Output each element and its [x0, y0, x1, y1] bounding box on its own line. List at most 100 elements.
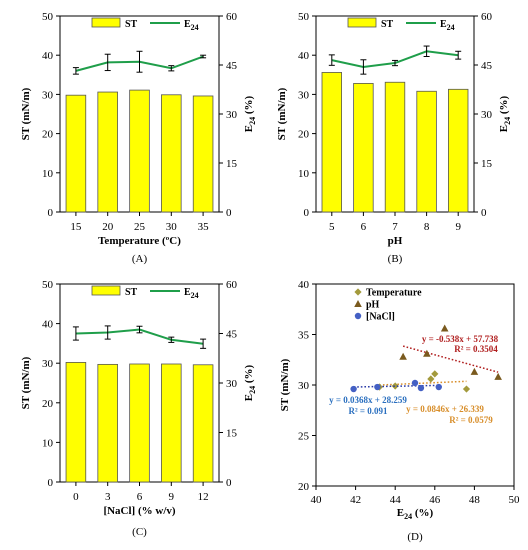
y-tick-label: 50 — [42, 11, 54, 23]
x-tick-label: 15 — [70, 221, 82, 233]
x-axis-title: E24 (%) — [397, 507, 434, 521]
scatter-point — [423, 349, 431, 357]
y-axis-title: ST (mN/m) — [276, 87, 288, 140]
scatter-point — [399, 352, 407, 360]
panel-caption: (B) — [388, 253, 403, 265]
scatter-point — [417, 384, 425, 392]
scatter-point — [374, 383, 381, 391]
y2-tick-label: 0 — [481, 207, 487, 219]
scatter-point — [350, 385, 357, 393]
st-bar — [321, 72, 342, 213]
legend-label: [NaCl] — [366, 312, 395, 323]
x-tick-label: 46 — [429, 494, 441, 506]
y-tick-label: 50 — [298, 11, 310, 23]
scatter-point — [411, 379, 419, 387]
scatter-point — [470, 367, 479, 375]
x-tick-label: 30 — [166, 221, 178, 233]
panel-b: 0 10 20 30 40 50 0 15 30 45 60 5 6 7 8 9 ST E24 pH ST (mN/m… — [276, 11, 512, 265]
y-tick-label: 10 — [298, 168, 310, 180]
y2-tick-label: 30 — [481, 109, 493, 121]
x-tick-label: 0 — [73, 491, 79, 503]
y-tick-label: 30 — [298, 380, 310, 392]
x-tick-label: 3 — [105, 491, 111, 503]
legend-st-swatch — [91, 17, 121, 28]
y-tick-label: 35 — [298, 330, 310, 342]
y-tick-label: 25 — [298, 431, 310, 443]
st-bar — [65, 94, 87, 213]
st-bar — [448, 88, 469, 213]
legend-st-swatch — [91, 285, 121, 296]
x-tick-label: 25 — [134, 221, 146, 233]
y2-tick-label: 45 — [481, 60, 493, 72]
y-tick-label: 20 — [298, 129, 310, 141]
y-tick-label: 30 — [298, 89, 310, 101]
trendline-temperature — [379, 380, 467, 386]
trend-r2: R² = 0.091 — [348, 406, 388, 416]
scatter-point — [494, 372, 502, 380]
x-tick-label: 50 — [509, 494, 521, 506]
st-bar — [97, 91, 118, 213]
y-tick-label: 0 — [48, 207, 54, 219]
y-tick-label: 40 — [42, 50, 54, 62]
y-tick-label: 30 — [42, 358, 54, 370]
panel-a: 0 10 20 30 40 50 0 15 30 45 60 15 20 25 30 35 ST E24 Tempe… — [20, 11, 257, 265]
y-tick-label: 0 — [48, 477, 54, 489]
y2-axis-title: E24 (%) — [243, 95, 257, 132]
x-tick-label: 5 — [329, 221, 335, 233]
legend-st-label: ST — [125, 287, 138, 298]
y2-tick-label: 30 — [226, 378, 238, 390]
st-bar — [192, 364, 214, 483]
y-axis-title: ST (mN/m) — [279, 358, 291, 411]
trend-equation: y = -0.538x + 57.738 — [422, 334, 499, 344]
st-bar — [353, 83, 374, 213]
y2-tick-label: 15 — [226, 158, 238, 170]
scatter-point — [427, 375, 435, 383]
legend-label: pH — [366, 300, 380, 311]
scatter-point — [391, 382, 399, 390]
st-bar — [161, 94, 182, 213]
x-tick-label: 7 — [392, 221, 398, 233]
y-tick-label: 30 — [42, 89, 54, 101]
x-axis-title: pH — [388, 235, 403, 247]
y-tick-label: 0 — [304, 207, 310, 219]
x-tick-label: 40 — [311, 494, 323, 506]
legend-st-label: ST — [381, 19, 394, 30]
st-bar — [97, 363, 118, 483]
x-tick-label: 20 — [102, 221, 114, 233]
st-bar — [65, 362, 87, 483]
trend-r2: R² = 0.3504 — [454, 344, 498, 354]
y-axis-title: ST (mN/m) — [20, 356, 32, 409]
y2-tick-label: 60 — [226, 279, 238, 291]
scatter-point — [440, 324, 449, 332]
y2-tick-label: 60 — [481, 11, 493, 23]
legend-st-label: ST — [125, 19, 138, 30]
scatter-point — [431, 370, 439, 378]
x-tick-label: 9 — [455, 221, 461, 233]
st-bar — [416, 90, 437, 213]
y-tick-label: 40 — [42, 319, 54, 331]
y-tick-label: 40 — [298, 50, 310, 62]
x-axis-title: [NaCl] (% w/v) — [103, 505, 175, 517]
legend-marker — [354, 312, 362, 320]
legend-e24-label: E24 — [184, 19, 199, 32]
scatter-point — [435, 383, 442, 391]
trend-equation: y = 0.0368x + 28.259 — [329, 395, 407, 405]
scatter-point — [462, 385, 471, 393]
y2-axis-title: E24 (%) — [243, 364, 257, 401]
y2-tick-label: 15 — [481, 158, 493, 170]
x-tick-label: 42 — [350, 494, 361, 506]
x-tick-label: 44 — [390, 494, 402, 506]
st-bar — [129, 363, 150, 483]
legend-marker — [354, 300, 362, 307]
x-tick-label: 6 — [361, 221, 367, 233]
panel-caption: (C) — [132, 526, 147, 538]
x-tick-label: 48 — [469, 494, 481, 506]
x-tick-label: 6 — [137, 491, 143, 503]
st-bar — [384, 81, 406, 213]
legend-e24-label: E24 — [184, 287, 199, 300]
y2-tick-label: 45 — [226, 60, 238, 72]
panel-c: 0 10 20 30 40 50 0 15 30 45 60 0 3 6 9 12 ST E24 [NaCl] (%… — [20, 279, 257, 538]
y2-tick-label: 30 — [226, 109, 238, 121]
legend-st-swatch — [347, 17, 377, 28]
